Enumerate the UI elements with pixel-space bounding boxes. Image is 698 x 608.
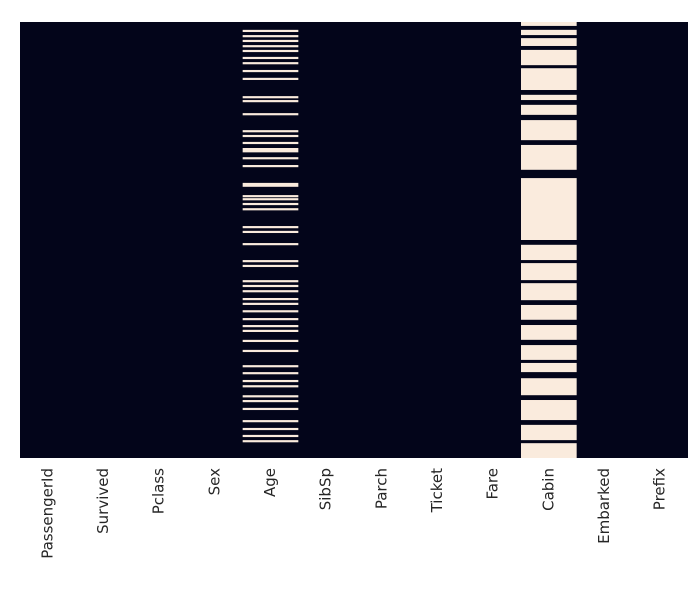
x-tick-label: Ticket: [428, 468, 446, 513]
missing-cell: [242, 325, 299, 328]
missing-cell: [242, 427, 299, 431]
missing-cell: [242, 182, 299, 187]
missing-cell: [242, 96, 299, 99]
missing-cell: [242, 198, 299, 201]
x-tick-label: Cabin: [539, 468, 557, 511]
x-tick-label: Fare: [484, 468, 502, 500]
missing-cell: [242, 339, 299, 343]
missing-cell: [242, 260, 299, 263]
missing-cell: [242, 310, 299, 313]
missing-cell: [242, 202, 299, 206]
missing-cell: [242, 77, 299, 80]
missing-cell: [242, 195, 299, 198]
missing-cell: [521, 424, 577, 441]
x-tick-label: Prefix: [651, 468, 669, 510]
missing-cell: [242, 379, 299, 383]
missing-cell: [242, 226, 299, 229]
missing-cell: [242, 400, 299, 403]
missing-cell: [242, 407, 299, 411]
missing-cell: [242, 264, 299, 268]
x-tick-label: Age: [261, 468, 279, 497]
missing-cell: [242, 284, 299, 288]
missing-cell: [242, 39, 299, 43]
missing-cell: [242, 208, 299, 211]
missing-cell: [521, 244, 577, 261]
missing-cell: [242, 329, 299, 332]
missing-cell: [242, 141, 299, 145]
x-tick-label: Pclass: [150, 468, 168, 514]
missing-cell: [242, 130, 299, 133]
missing-cell: [242, 349, 299, 353]
missing-cell: [242, 100, 299, 103]
missing-cell: [242, 56, 299, 60]
missing-cell: [521, 38, 577, 46]
missing-cell: [242, 365, 299, 368]
missing-cell: [242, 157, 299, 160]
missing-cell: [521, 104, 577, 115]
missing-cell: [242, 372, 299, 375]
missing-cell: [242, 290, 299, 293]
x-tick-label: Sex: [205, 468, 223, 495]
missing-cell: [242, 148, 299, 153]
missing-cell: [242, 243, 299, 246]
missing-cell: [242, 69, 299, 73]
missing-cell: [242, 318, 299, 321]
missing-cell: [242, 113, 299, 116]
x-tick-label: Embarked: [595, 468, 613, 544]
missing-cell: [521, 378, 577, 396]
missing-cell: [242, 395, 299, 398]
missing-cell: [242, 434, 299, 438]
missing-cell: [242, 134, 299, 138]
missing-cell: [521, 22, 577, 26]
heatmap-background: [20, 22, 688, 458]
missing-cell: [521, 29, 577, 36]
x-tick-label: Survived: [94, 468, 112, 534]
x-tick-label: SibSp: [317, 468, 335, 510]
missing-cell: [242, 49, 299, 53]
missing-cell: [521, 49, 577, 66]
missing-cell: [242, 280, 299, 283]
missing-cell: [242, 165, 299, 168]
missing-cell: [242, 297, 299, 301]
missing-cell: [242, 440, 299, 443]
missing-cell: [242, 35, 299, 38]
missing-cell: [521, 325, 577, 340]
missing-cell: [521, 144, 577, 170]
missing-cell: [521, 304, 577, 320]
missing-cell: [521, 263, 577, 281]
missing-cell: [242, 420, 299, 423]
missing-cell: [521, 68, 577, 91]
missing-cell: [521, 362, 577, 373]
missing-cell: [521, 345, 577, 360]
missing-cell: [242, 302, 299, 305]
missing-cell: [242, 230, 299, 234]
missing-cell: [242, 29, 299, 33]
missing-cell: [521, 94, 577, 101]
missing-cell: [242, 385, 299, 388]
x-tick-label: Parch: [372, 468, 390, 509]
missing-cell: [242, 45, 299, 48]
missing-cell: [521, 400, 577, 421]
missing-cell: [521, 178, 577, 240]
missing-cell: [521, 443, 577, 458]
x-tick-label: PassengerId: [38, 468, 56, 559]
missing-cell: [242, 62, 299, 65]
missing-cell: [521, 120, 577, 141]
missing-cell: [521, 283, 577, 301]
